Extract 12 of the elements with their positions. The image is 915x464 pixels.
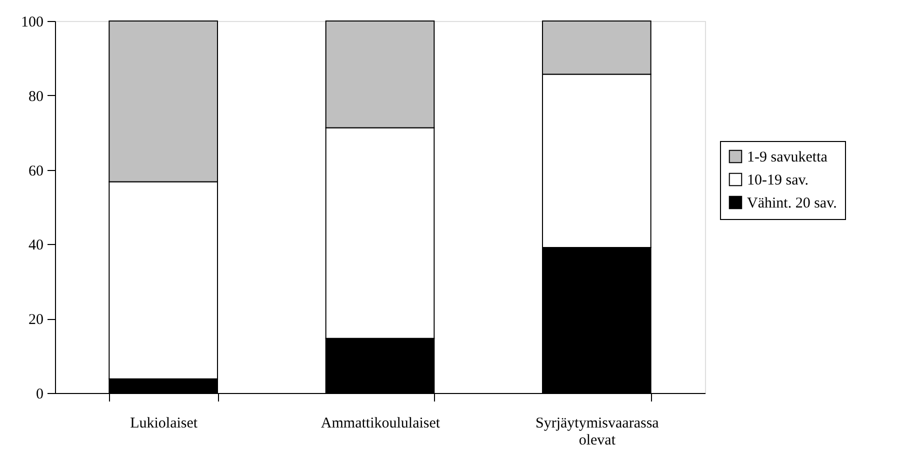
y-tick-label: 40	[28, 238, 44, 254]
y-tick-label: 60	[28, 163, 44, 180]
legend-label: 1-9 savuketta	[747, 150, 828, 166]
y-tick-label: 80	[28, 88, 44, 105]
x-tick-label: Syrjäytymisvaarassa olevat	[536, 416, 660, 448]
y-tick-label: 0	[36, 386, 44, 402]
x-tick-label: Ammattikoululaiset	[320, 416, 441, 432]
y-tick-label: 100	[21, 14, 44, 30]
x-tick-label: Lukiolaiset	[130, 416, 198, 432]
y-tick-label: 20	[28, 312, 44, 328]
legend-label: Vähint. 20 sav.	[747, 196, 837, 212]
legend-label: 10-19 sav.	[747, 172, 809, 188]
